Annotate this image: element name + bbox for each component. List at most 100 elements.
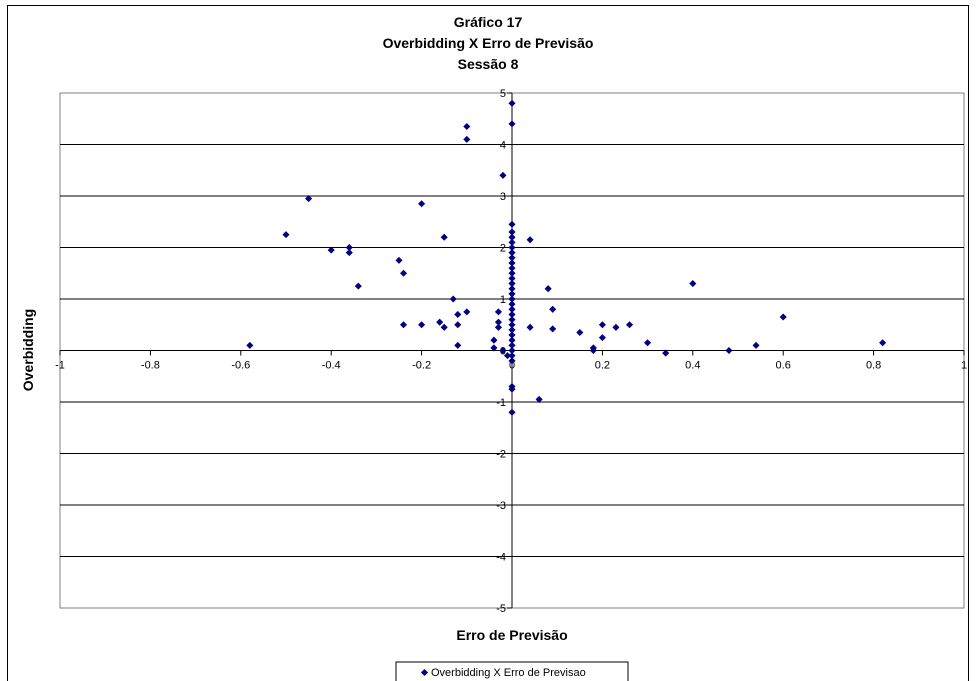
data-point-38 xyxy=(598,334,606,342)
y-tick-label-6: 1 xyxy=(500,294,506,306)
data-point-17 xyxy=(544,285,552,293)
data-point-39 xyxy=(644,339,652,347)
data-point-69 xyxy=(508,295,516,303)
data-point-46 xyxy=(499,346,507,355)
x-tick-label-6: 0.2 xyxy=(595,360,610,372)
y-tick-label-8: 3 xyxy=(500,191,506,203)
data-point-54 xyxy=(508,408,516,416)
data-point-37 xyxy=(490,336,498,344)
data-point-80 xyxy=(508,352,516,360)
data-point-12 xyxy=(345,249,353,257)
data-point-40 xyxy=(879,339,887,347)
y-tick-label-9: 4 xyxy=(500,140,506,152)
data-point-7 xyxy=(282,231,290,239)
data-point-66 xyxy=(508,280,516,288)
data-point-30 xyxy=(625,321,634,329)
x-tick-label-9: 0.8 xyxy=(866,360,881,372)
data-point-77 xyxy=(508,336,516,344)
legend-label: Overbidding X Erro de Previsao xyxy=(431,667,586,679)
data-markers xyxy=(246,99,887,416)
data-point-22 xyxy=(779,313,787,321)
data-point-70 xyxy=(508,300,516,308)
x-tick-label-5: 0 xyxy=(509,360,515,372)
y-axis-title: Overbidding xyxy=(20,309,36,391)
data-point-19 xyxy=(549,305,557,313)
data-point-41 xyxy=(246,341,254,349)
data-point-62 xyxy=(508,259,516,267)
legend-box xyxy=(395,661,629,681)
x-tick-label-0: -1 xyxy=(55,360,65,372)
data-point-6 xyxy=(418,200,426,208)
data-point-16 xyxy=(689,280,697,288)
data-point-28 xyxy=(454,321,462,329)
data-point-65 xyxy=(508,274,516,282)
data-point-73 xyxy=(508,316,516,324)
y-tick-label-10: 5 xyxy=(500,88,506,100)
data-point-20 xyxy=(463,308,471,316)
data-point-55 xyxy=(508,220,516,228)
data-point-2 xyxy=(463,122,471,131)
data-point-29 xyxy=(598,321,606,329)
data-point-23 xyxy=(494,308,502,316)
data-point-58 xyxy=(508,238,516,246)
chart-title-line-1: Gráfico 17 xyxy=(454,14,523,30)
data-point-63 xyxy=(508,264,516,272)
x-tick-label-7: 0.4 xyxy=(685,360,700,372)
data-point-60 xyxy=(508,249,516,257)
y-tick-label-1: -4 xyxy=(496,552,506,564)
data-point-76 xyxy=(508,331,516,339)
data-point-47 xyxy=(589,346,597,355)
data-point-0 xyxy=(508,99,516,107)
data-point-10 xyxy=(345,243,353,252)
data-point-64 xyxy=(508,269,516,277)
x-tick-label-4: -0.2 xyxy=(412,360,431,372)
data-point-57 xyxy=(508,233,516,241)
data-point-1 xyxy=(508,120,516,128)
y-tick-label-0: -5 xyxy=(496,603,506,615)
data-point-26 xyxy=(399,321,408,329)
data-point-4 xyxy=(499,171,507,179)
x-axis-title: Erro de Previsão xyxy=(456,627,567,643)
data-point-71 xyxy=(508,305,516,313)
data-point-31 xyxy=(612,323,620,331)
data-point-13 xyxy=(395,256,403,264)
data-point-5 xyxy=(305,195,313,203)
x-tick-label-3: -0.4 xyxy=(322,360,341,372)
data-point-18 xyxy=(449,295,457,303)
data-point-25 xyxy=(494,318,502,326)
data-point-35 xyxy=(549,325,557,333)
data-point-67 xyxy=(508,285,516,293)
data-point-32 xyxy=(440,323,448,331)
data-point-75 xyxy=(508,326,516,334)
chart-title-line-3: Sessão 8 xyxy=(458,56,519,72)
data-point-42 xyxy=(454,341,462,349)
data-point-81 xyxy=(508,357,516,365)
x-tick-label-10: 1 xyxy=(961,360,967,372)
data-point-72 xyxy=(508,310,516,318)
data-point-33 xyxy=(494,323,502,331)
data-point-36 xyxy=(576,328,584,337)
y-tick-label-4: -1 xyxy=(496,397,506,409)
data-point-21 xyxy=(454,310,462,318)
data-point-15 xyxy=(354,282,362,290)
data-point-14 xyxy=(399,269,408,277)
data-point-34 xyxy=(526,323,534,331)
data-point-8 xyxy=(440,233,448,241)
data-point-24 xyxy=(436,318,444,326)
y-tick-label-2: -3 xyxy=(496,500,506,512)
data-point-56 xyxy=(508,228,516,236)
data-point-44 xyxy=(490,344,498,352)
y-tick-label-7: 2 xyxy=(500,243,506,255)
data-point-27 xyxy=(418,321,426,329)
x-tick-label-1: -0.8 xyxy=(141,360,160,372)
data-point-49 xyxy=(662,349,670,357)
data-point-78 xyxy=(508,341,516,349)
data-point-9 xyxy=(526,236,534,244)
data-point-74 xyxy=(508,321,516,329)
x-tick-label-8: 0.6 xyxy=(776,360,791,372)
data-point-11 xyxy=(327,246,335,254)
data-point-68 xyxy=(508,290,516,298)
data-point-79 xyxy=(508,346,516,355)
x-tick-label-2: -0.6 xyxy=(231,360,250,372)
